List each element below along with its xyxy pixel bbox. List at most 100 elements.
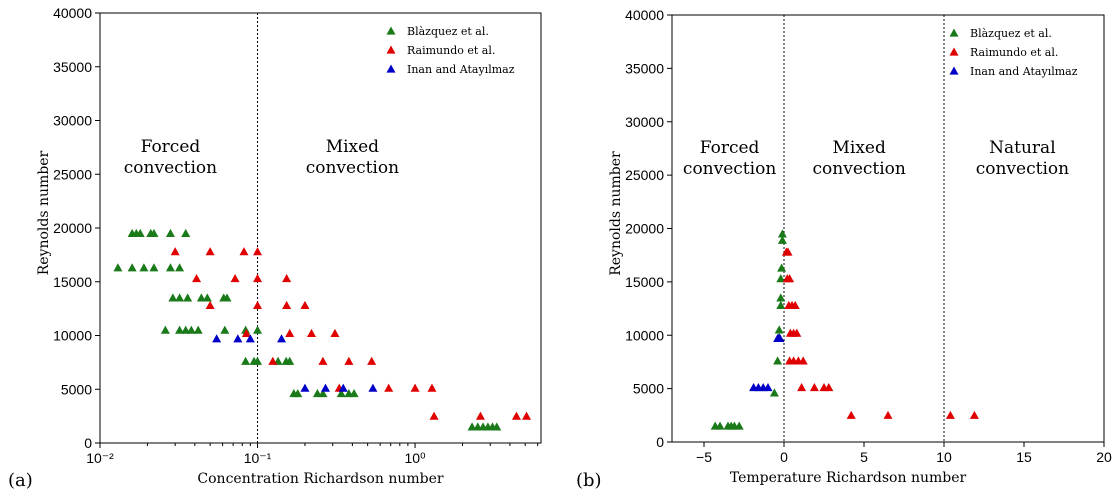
region-label: convection (683, 159, 776, 179)
data-point (338, 383, 348, 392)
y-tick-label: 30000 (53, 113, 92, 129)
data-point (253, 300, 263, 309)
data-point (945, 410, 955, 419)
region-label: convection (306, 158, 399, 178)
region-label: convection (976, 159, 1069, 179)
data-point (175, 263, 185, 272)
data-point (233, 334, 243, 343)
data-point (268, 356, 278, 365)
plot-frame (671, 14, 1105, 443)
data-point (135, 228, 145, 237)
data-point (774, 325, 784, 334)
data-point (139, 263, 149, 272)
y-tick-label: 0 (84, 435, 92, 451)
data-point (344, 356, 354, 365)
data-point (165, 228, 175, 237)
y-tick-label: 15000 (53, 274, 92, 290)
data-point (113, 263, 123, 272)
data-point (522, 411, 532, 420)
region-label: convection (124, 158, 217, 178)
data-point (220, 325, 230, 334)
data-point (715, 421, 725, 430)
x-axis-title: Temperature Richardson number (730, 470, 967, 486)
data-point (368, 383, 378, 392)
data-point (777, 235, 787, 244)
data-point (769, 388, 779, 397)
y-tick-label: 20000 (53, 220, 92, 236)
data-point (196, 293, 206, 302)
data-point (883, 410, 893, 419)
region-label: convection (813, 159, 906, 179)
legend-marker (949, 66, 959, 75)
data-point (285, 328, 295, 337)
x-tick-label: 20 (1096, 449, 1112, 465)
data-point (777, 229, 787, 238)
data-point (790, 300, 800, 309)
data-point (785, 274, 795, 283)
data-point (253, 356, 263, 365)
data-point (776, 300, 786, 309)
series-raimundo-et-al- (170, 247, 532, 420)
region-label: Mixed (833, 138, 886, 158)
data-point (777, 263, 787, 272)
legend-marker (949, 47, 959, 56)
data-point (241, 328, 251, 337)
data-point (384, 383, 394, 392)
data-point (168, 293, 178, 302)
y-tick-label: 35000 (53, 59, 92, 75)
y-tick-label: 35000 (625, 60, 664, 76)
data-point (306, 328, 316, 337)
data-point (824, 383, 834, 392)
data-point (245, 334, 255, 343)
legend-entry: Inan and Atayılmaz (407, 63, 515, 76)
data-point (798, 356, 808, 365)
y-axis-title: Reynolds number (36, 150, 52, 275)
data-point (367, 356, 377, 365)
chart-panel-b: 0 5000 10000 15000 20000 25000 30000 35000 40000… (576, 7, 1112, 491)
data-point (149, 263, 159, 272)
region-label: Natural (989, 138, 1056, 158)
data-point (230, 274, 240, 283)
data-point (193, 325, 203, 334)
legend-entry: Raimundo et al. (970, 46, 1058, 59)
x-tick-label: 10⁻² (86, 450, 114, 466)
series-raimundo-et-al- (781, 247, 979, 419)
data-point (186, 325, 196, 334)
data-point (181, 228, 191, 237)
data-point (239, 247, 249, 256)
data-point (792, 328, 802, 337)
y-tick-label: 25000 (53, 166, 92, 182)
panel-label: (a) (8, 470, 33, 491)
data-point (253, 274, 263, 283)
data-point (969, 410, 979, 419)
data-point (253, 247, 263, 256)
data-point (253, 325, 263, 334)
data-point (241, 356, 251, 365)
data-point (222, 293, 232, 302)
data-point (336, 389, 346, 398)
data-point (127, 263, 137, 272)
data-point (410, 383, 420, 392)
y-tick-label: 5000 (61, 381, 92, 397)
data-point (429, 411, 439, 420)
data-point (475, 411, 485, 420)
legend-marker (386, 45, 396, 54)
series-inan-and-atay-lmaz (749, 333, 785, 392)
data-point (149, 228, 159, 237)
legend-marker (386, 64, 396, 73)
y-tick-label: 10000 (625, 327, 664, 343)
data-point (776, 293, 786, 302)
x-axis-title: Concentration Richardson number (197, 471, 443, 487)
legend-entry: Blàzquez et al. (407, 25, 489, 38)
y-tick-label: 0 (656, 434, 664, 450)
data-point (773, 356, 783, 365)
data-point (783, 247, 793, 256)
data-point (797, 383, 807, 392)
plot-frame (99, 12, 542, 444)
data-point (511, 411, 521, 420)
chart-panel-a: 0 5000 10000 15000 20000 25000 30000 35000 40000… (8, 5, 542, 491)
y-tick-label: 5000 (633, 381, 664, 397)
data-point (192, 274, 202, 283)
data-point (175, 293, 185, 302)
data-point (212, 334, 222, 343)
